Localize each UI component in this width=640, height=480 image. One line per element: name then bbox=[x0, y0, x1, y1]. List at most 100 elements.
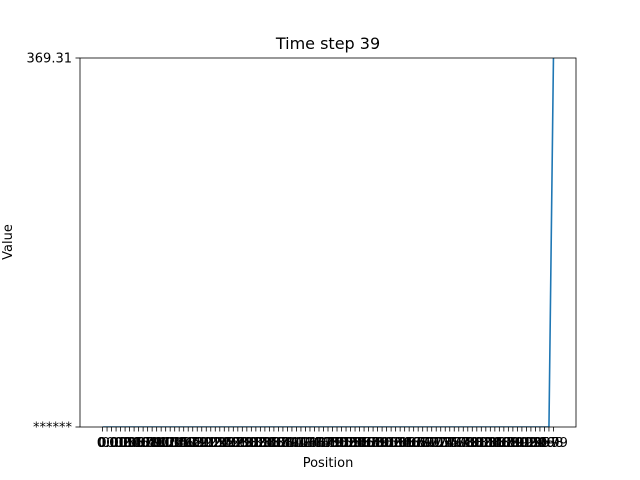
x-tick-label: 0.90 bbox=[498, 436, 527, 451]
x-tick-label: 0.81 bbox=[458, 436, 487, 451]
x-tick-label: 0.37 bbox=[259, 436, 288, 451]
x-tick-label: 0.69 bbox=[404, 436, 433, 451]
x-tick-label: 0.14 bbox=[156, 436, 185, 451]
x-tick-label: 0.60 bbox=[363, 436, 392, 451]
x-tick-label: 0.65 bbox=[386, 436, 415, 451]
x-tick-label: 0.33 bbox=[241, 436, 270, 451]
x-tick-label: 0.49 bbox=[314, 436, 343, 451]
x-tick-label: 0.74 bbox=[426, 436, 455, 451]
x-tick-label: 0.71 bbox=[413, 436, 442, 451]
x-tick-label: 0.02 bbox=[102, 436, 131, 451]
x-tick-label: 0.21 bbox=[187, 436, 216, 451]
x-tick-label: 0.26 bbox=[210, 436, 239, 451]
x-tick-label: 0.80 bbox=[453, 436, 482, 451]
x-tick-label: 0.06 bbox=[120, 436, 149, 451]
x-tick-label: 0.31 bbox=[232, 436, 261, 451]
x-tick-label: 0.10 bbox=[138, 436, 167, 451]
x-tick-label: 0.85 bbox=[476, 436, 505, 451]
x-tick-label: 0.70 bbox=[408, 436, 437, 451]
x-tick-label: 0.36 bbox=[255, 436, 284, 451]
x-tick-label: 0.94 bbox=[516, 436, 545, 451]
x-tick-label: 0.77 bbox=[440, 436, 469, 451]
x-tick-label: 0.96 bbox=[525, 436, 554, 451]
y-tick-label: 369.31 bbox=[27, 52, 73, 67]
chart-title: Time step 39 bbox=[275, 34, 380, 53]
x-tick-label: 0.11 bbox=[142, 436, 171, 451]
x-tick-label: 0.38 bbox=[264, 436, 293, 451]
x-tick-label: 0.28 bbox=[219, 436, 248, 451]
x-tick-label: 0.04 bbox=[111, 436, 140, 451]
x-tick-label: 0.51 bbox=[323, 436, 352, 451]
x-tick-label: 0.27 bbox=[214, 436, 243, 451]
x-tick-label: 0 bbox=[98, 436, 106, 451]
x-tick-label: 0.50 bbox=[318, 436, 347, 451]
x-tick-label: 0.25 bbox=[205, 436, 234, 451]
x-tick-label: 0.67 bbox=[395, 436, 424, 451]
x-tick-label: 0.42 bbox=[282, 436, 311, 451]
x-tick-label: 0.41 bbox=[277, 436, 306, 451]
x-tick-label: 0.56 bbox=[345, 436, 374, 451]
x-tick-label: 0.66 bbox=[390, 436, 419, 451]
x-tick-label: 0.45 bbox=[295, 436, 324, 451]
x-tick-label: 0.34 bbox=[246, 436, 275, 451]
x-tick-label: 0.05 bbox=[115, 436, 144, 451]
x-tick-label: 0.09 bbox=[133, 436, 162, 451]
x-tick-label: 0.62 bbox=[372, 436, 401, 451]
x-tick-label: 0.82 bbox=[462, 436, 491, 451]
x-tick-label: 0.87 bbox=[485, 436, 514, 451]
x-tick-label: 0.12 bbox=[147, 436, 176, 451]
x-tick-label: 0.86 bbox=[480, 436, 509, 451]
plot-area: 00.00.010.020.030.040.050.060.070.080.09… bbox=[27, 52, 577, 451]
x-tick-label: 0.59 bbox=[359, 436, 388, 451]
x-tick-label: 0.79 bbox=[449, 436, 478, 451]
x-tick-label: 0.0 bbox=[97, 436, 118, 451]
x-tick-label: 0.35 bbox=[250, 436, 279, 451]
x-tick-label: 0.08 bbox=[129, 436, 158, 451]
x-tick-label: 0.23 bbox=[196, 436, 225, 451]
x-tick-label: 0.46 bbox=[300, 436, 329, 451]
x-tick-label: 0.17 bbox=[169, 436, 198, 451]
x-tick-label: 0.43 bbox=[286, 436, 315, 451]
x-tick-label: 0.61 bbox=[368, 436, 397, 451]
x-tick-label: 0.01 bbox=[97, 436, 126, 451]
x-tick-label: 0.73 bbox=[422, 436, 451, 451]
x-tick-label: 0.76 bbox=[435, 436, 464, 451]
x-tick-label: 0.13 bbox=[151, 436, 180, 451]
x-tick-label: 0.18 bbox=[174, 436, 203, 451]
x-axis-label: Position bbox=[303, 456, 354, 471]
x-tick-label: 0.19 bbox=[178, 436, 207, 451]
x-tick-label: 0.98 bbox=[534, 436, 563, 451]
x-tick-label: 0.54 bbox=[336, 436, 365, 451]
x-tick-label: 0.55 bbox=[341, 436, 370, 451]
axes-frame bbox=[79, 57, 577, 428]
x-tick-label: 0.30 bbox=[228, 436, 257, 451]
x-tick-label: 0.07 bbox=[124, 436, 153, 451]
x-tick-label: 0.99 bbox=[539, 436, 568, 451]
x-tick-label: 0.63 bbox=[377, 436, 406, 451]
y-tick-label: ****** bbox=[33, 421, 73, 436]
x-tick-label: 0.91 bbox=[503, 436, 532, 451]
x-tick-label: 0.72 bbox=[417, 436, 446, 451]
x-tick-label: 0.48 bbox=[309, 436, 338, 451]
x-tick-label: 0.44 bbox=[291, 436, 320, 451]
x-tick-label: 0.57 bbox=[350, 436, 379, 451]
x-tick-label: 0.15 bbox=[160, 436, 189, 451]
x-tick-label: 0.52 bbox=[327, 436, 356, 451]
x-tick-label: 0.16 bbox=[165, 436, 194, 451]
x-tick-label: 0.47 bbox=[305, 436, 334, 451]
x-tick-label: 0.95 bbox=[521, 436, 550, 451]
x-tick-label: 0.03 bbox=[106, 436, 135, 451]
x-tick-label: 0.32 bbox=[237, 436, 266, 451]
x-tick-label: 0.58 bbox=[354, 436, 383, 451]
x-tick-label: 0.83 bbox=[467, 436, 496, 451]
x-tick-label: 0.68 bbox=[399, 436, 428, 451]
x-tick-label: 0.20 bbox=[183, 436, 212, 451]
x-tick-label: 0.39 bbox=[268, 436, 297, 451]
x-tick-label: 0.92 bbox=[507, 436, 536, 451]
x-tick-label: 0.78 bbox=[444, 436, 473, 451]
x-tick-label: 0.24 bbox=[201, 436, 230, 451]
x-tick-label: 0.88 bbox=[489, 436, 518, 451]
x-tick-label: 0.40 bbox=[273, 436, 302, 451]
